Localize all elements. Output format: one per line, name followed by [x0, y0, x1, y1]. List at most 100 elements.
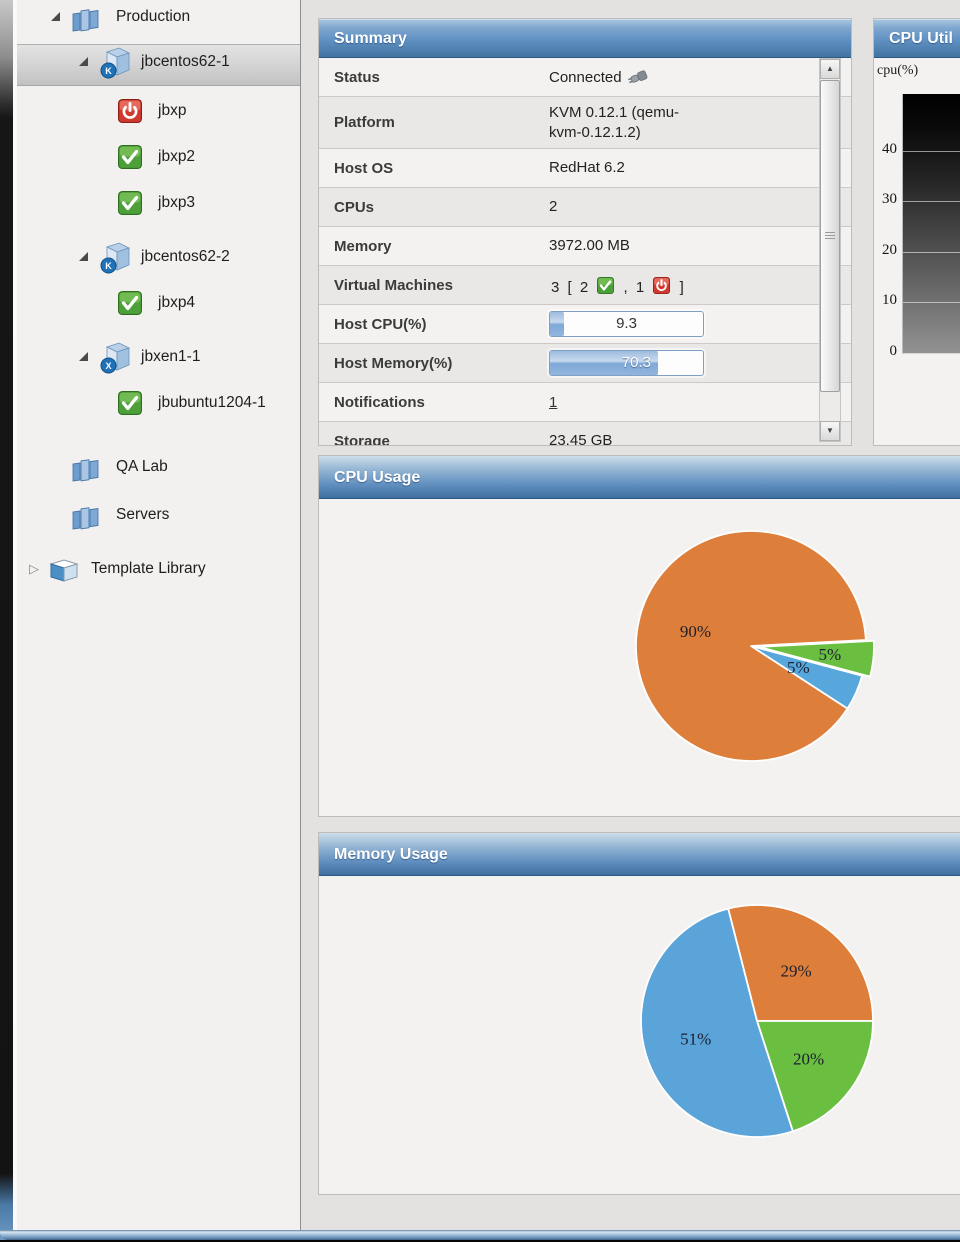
notifications-link[interactable]: 1 — [549, 393, 558, 411]
cpu-utilization-panel: CPU Util cpu(%) 0 10 20 30 40 — [873, 18, 960, 446]
tree-item-label: Servers — [116, 506, 170, 523]
pie-slice-label: 5% — [787, 658, 810, 677]
tree-item-jbcentos62-1[interactable]: K jbcentos62-1 — [17, 44, 300, 86]
summary-row: Notifications 1 — [319, 382, 851, 421]
window-border-left — [0, 0, 13, 1242]
tree-item-jbxp2[interactable]: jbxp2 — [17, 140, 300, 174]
vm-count: 3 [ 2 , 1 ] — [549, 275, 686, 296]
window-border-bottom-edge — [0, 1240, 960, 1242]
summary-row-value: 70.3 — [549, 350, 851, 376]
summary-row-label: Virtual Machines — [334, 276, 453, 294]
vm-stopped-icon — [118, 99, 142, 127]
svg-text:K: K — [105, 66, 112, 76]
memory-usage-panel: Memory Usage 29% 20% 51% — [318, 832, 960, 1195]
value-text: KVM 0.12.1 (qemu-kvm-0.12.1.2) — [549, 104, 680, 141]
summary-row-value: KVM 0.12.1 (qemu-kvm-0.12.1.2) — [549, 97, 851, 148]
pie-slice-29pct — [727, 904, 874, 1022]
expander-collapsed-icon[interactable]: ▷ — [29, 561, 39, 576]
progress-fill — [550, 351, 658, 375]
scrollbar-grip-icon — [825, 232, 835, 240]
window-border-bottom — [0, 1230, 960, 1240]
window-border-inner — [13, 0, 17, 1230]
y-tick-label: 30 — [882, 191, 897, 208]
tree-item-production[interactable]: Production — [17, 0, 300, 34]
progress-fill — [550, 312, 564, 336]
vm-total: 3 — [551, 278, 560, 296]
cpu-usage-panel: CPU Usage 5% 5% 90% — [318, 455, 960, 817]
tree-item-label: Template Library — [91, 560, 206, 577]
summary-scrollbar[interactable]: ▲ ▼ — [819, 58, 841, 442]
progress-value: 9.3 — [616, 315, 637, 332]
tree-item-jbcentos62-2[interactable]: K jbcentos62-2 — [17, 240, 300, 274]
progress-bar: 70.3 — [549, 350, 704, 376]
pie-slice-90pct — [635, 530, 867, 762]
cpu-utilization-header: CPU Util — [874, 19, 960, 58]
building-icon — [71, 502, 101, 534]
summary-row: Host CPU(%) 9.3 — [319, 304, 851, 343]
tree-item-label: jbubuntu1204-1 — [158, 394, 266, 411]
tree-item-jbxp3[interactable]: jbxp3 — [17, 186, 300, 220]
summary-row-label: Host CPU(%) — [334, 315, 427, 333]
pie-slice-label: 29% — [781, 962, 812, 981]
tree-item-label: QA Lab — [116, 458, 168, 475]
tree-item-jbubuntu1204-1[interactable]: jbubuntu1204-1 — [17, 386, 300, 420]
gridline — [903, 201, 960, 203]
scrollbar-down-button[interactable]: ▼ — [820, 421, 840, 441]
building-icon — [71, 454, 101, 486]
tree-item-servers[interactable]: Servers — [17, 498, 300, 532]
summary-row: Host Memory(%) 70.3 — [319, 343, 851, 382]
server-pool-tree: Production K jbcentos62-1 jbxp jbxp2 jbx… — [17, 0, 300, 640]
tree-item-template-library[interactable]: ▷ Template Library — [17, 552, 300, 586]
server-xvm-icon: X — [99, 341, 133, 378]
memory-usage-header: Memory Usage — [319, 833, 960, 876]
summary-row: Memory 3972.00 MB — [319, 226, 851, 265]
expander-expanded-icon[interactable] — [51, 12, 60, 21]
tree-item-label: jbcentos62-2 — [141, 248, 230, 265]
tree-item-jbxp[interactable]: jbxp — [17, 94, 300, 128]
cpu-usage-title: CPU Usage — [334, 469, 421, 486]
memory-usage-title: Memory Usage — [334, 846, 448, 863]
pie-slice-label: 90% — [680, 622, 711, 641]
tree-item-label: jbxp — [158, 102, 187, 119]
progress-bar: 9.3 — [549, 311, 704, 337]
summary-row-label: Host OS — [334, 159, 394, 177]
cpu-utilization-plot — [902, 94, 960, 354]
tree-item-label: jbxen1-1 — [141, 348, 201, 365]
summary-row-label: Host Memory(%) — [334, 354, 453, 372]
progress-value: 70.3 — [621, 354, 651, 371]
summary-row-label: Platform — [334, 114, 395, 131]
cpu-usage-pie-chart: 5% 5% 90% — [635, 530, 875, 762]
status-text: Connected — [549, 68, 622, 86]
tree-item-label: jbxp3 — [158, 194, 196, 211]
expander-expanded-icon[interactable] — [79, 352, 88, 361]
cpu-usage-header: CPU Usage — [319, 456, 960, 499]
pie-slice-51pct — [640, 907, 794, 1138]
summary-row-label: Memory — [334, 237, 392, 255]
y-tick-label: 10 — [882, 292, 897, 309]
summary-row: CPUs 2 — [319, 187, 851, 226]
summary-panel-title: Summary — [334, 30, 407, 47]
tree-item-qa-lab[interactable]: QA Lab — [17, 450, 300, 484]
expander-expanded-icon[interactable] — [79, 252, 88, 261]
scrollbar-thumb[interactable] — [820, 80, 840, 392]
summary-row: Status Connected — [319, 58, 851, 96]
tree-item-label: jbcentos62-1 — [141, 53, 230, 70]
summary-row-value: 3972.00 MB — [549, 230, 851, 262]
value-text: RedHat 6.2 — [549, 159, 625, 177]
svg-text:K: K — [105, 261, 112, 271]
plug-icon — [627, 69, 650, 89]
tree-item-label: Production — [116, 8, 191, 25]
vm-running-icon — [118, 145, 142, 173]
tree-item-jbxp4[interactable]: jbxp4 — [17, 286, 300, 320]
vm-running-icon — [118, 291, 142, 319]
summary-table: Status Connected Platform KVM 0.12.1 (qemu… — [319, 58, 851, 446]
summary-row-label: Storage — [334, 432, 390, 446]
svg-text:X: X — [105, 361, 111, 371]
tree-item-jbxen1-1[interactable]: X jbxen1-1 — [17, 340, 300, 374]
summary-row-value: 1 — [549, 394, 851, 411]
vm-running-icon — [118, 391, 142, 419]
scrollbar-up-button[interactable]: ▲ — [820, 59, 840, 79]
cpu-axis-label: cpu(%) — [877, 63, 919, 78]
building-icon — [71, 4, 101, 36]
expander-expanded-icon[interactable] — [79, 57, 88, 66]
